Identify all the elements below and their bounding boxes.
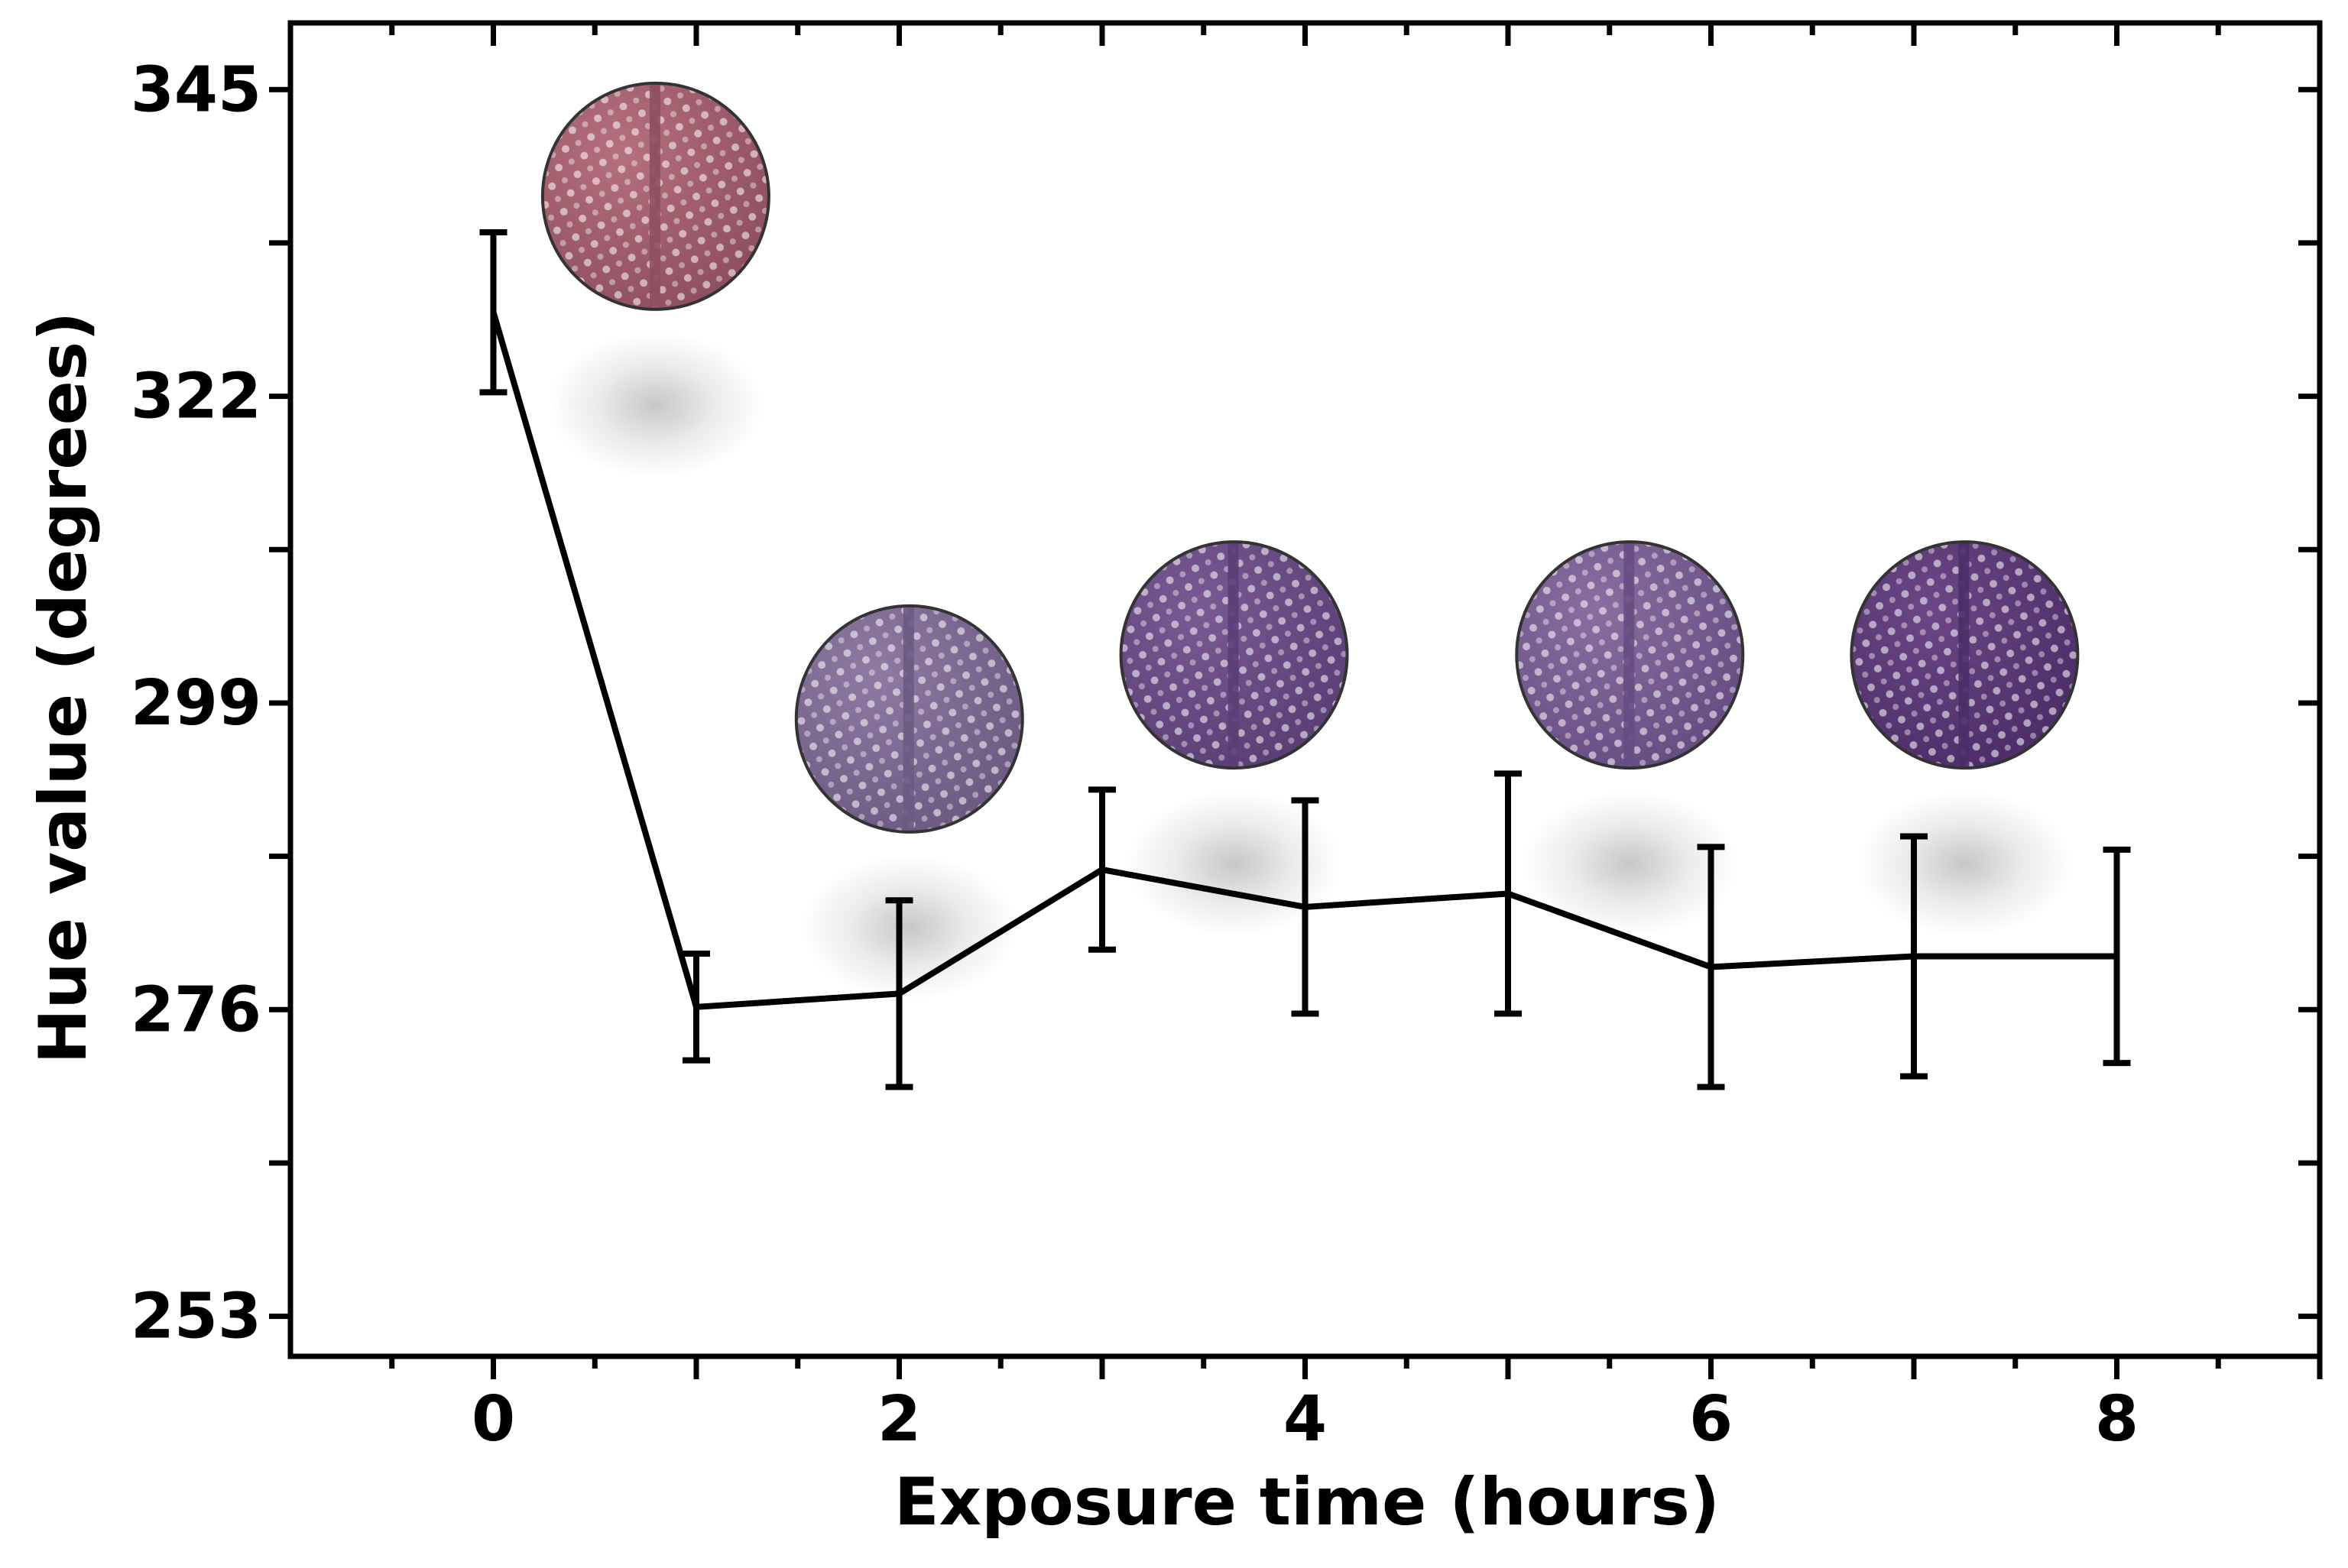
sample-photo (540, 81, 770, 478)
photo-channel (649, 83, 660, 309)
photo-texture (1516, 542, 1743, 769)
x-tick-label: 8 (2095, 1383, 2139, 1456)
photo-shadow (802, 854, 1017, 1000)
y-tick-label: 345 (131, 53, 261, 126)
y-tick-label: 299 (131, 667, 261, 740)
x-tick-label: 0 (472, 1383, 515, 1456)
photo-texture (796, 605, 1023, 832)
photo-channel (1958, 542, 1970, 769)
y-tick-label: 276 (131, 974, 261, 1046)
photo-channel (1228, 542, 1239, 769)
photo-channel (1623, 542, 1635, 769)
error-bar (479, 228, 508, 396)
photo-channel (903, 605, 914, 832)
photo-texture (542, 83, 769, 309)
photo-texture (1851, 542, 2078, 769)
error-bar (1697, 844, 1725, 1090)
photo-texture (1120, 542, 1348, 769)
y-tick-label: 322 (131, 361, 261, 433)
photo-shadow (1857, 791, 2072, 937)
error-bar (1088, 786, 1116, 953)
error-bar (1900, 833, 1928, 1080)
photo-shadow (548, 332, 764, 478)
error-bar (2103, 846, 2131, 1067)
sample-photo (1515, 540, 1745, 937)
x-tick-label: 2 (877, 1383, 921, 1456)
x-tick-label: 4 (1283, 1383, 1327, 1456)
tick-labels: 0 2 4 6 8 253 276 299 322 345 (131, 53, 2139, 1456)
photo-border (1515, 540, 1745, 770)
error-bar (1494, 770, 1522, 1017)
photo-border (1850, 540, 2080, 770)
sample-photos (540, 81, 2080, 1000)
sample-photo (1850, 540, 2080, 937)
error-bar (683, 951, 710, 1064)
photo-border (794, 604, 1024, 834)
photo-border (540, 81, 770, 311)
data-series (479, 228, 2131, 1090)
axis-ticks (269, 23, 2323, 1379)
x-axis-title: Exposure time (hours) (894, 1464, 1720, 1540)
photo-shadow (1522, 791, 1737, 937)
photo-border (1119, 540, 1349, 770)
y-tick-label: 253 (131, 1281, 261, 1353)
y-axis-title: Hue value (degrees) (25, 312, 102, 1064)
error-bar (885, 897, 913, 1090)
error-bar (1291, 797, 1319, 1017)
photo-shadow (1126, 791, 1342, 937)
sample-photo (794, 604, 1024, 1000)
x-tick-label: 6 (1689, 1383, 1733, 1456)
sample-photo (1119, 540, 1349, 937)
